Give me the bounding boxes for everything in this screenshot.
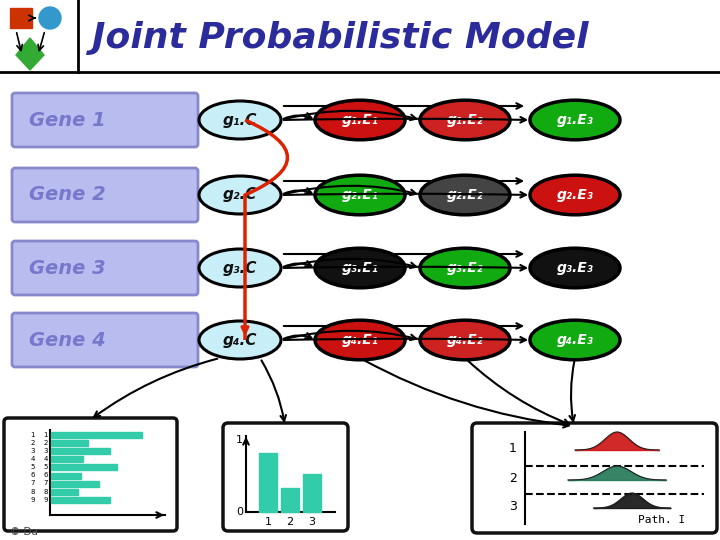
Text: Gene 1: Gene 1 <box>29 111 106 130</box>
Text: 2: 2 <box>31 440 35 446</box>
Text: Gene 3: Gene 3 <box>29 259 106 278</box>
Text: 5: 5 <box>31 464 35 470</box>
Text: 4: 4 <box>44 456 48 462</box>
Ellipse shape <box>315 175 405 215</box>
Text: g₄.E₁: g₄.E₁ <box>341 333 379 347</box>
Text: g₁.E₃: g₁.E₃ <box>557 113 593 127</box>
Text: g₂.E₁: g₂.E₁ <box>341 188 379 202</box>
Bar <box>51 440 89 446</box>
Bar <box>51 472 81 478</box>
Text: g₃.C: g₃.C <box>222 260 257 275</box>
Ellipse shape <box>199 101 281 139</box>
Text: 5: 5 <box>44 464 48 470</box>
Text: g₄.C: g₄.C <box>222 333 257 348</box>
Text: 3: 3 <box>30 448 35 454</box>
FancyBboxPatch shape <box>12 313 198 367</box>
FancyBboxPatch shape <box>12 241 198 295</box>
Text: 3: 3 <box>43 448 48 454</box>
Ellipse shape <box>530 100 620 140</box>
Text: 8: 8 <box>30 489 35 495</box>
Text: © Da: © Da <box>10 527 38 537</box>
Text: g₃.E₂: g₃.E₂ <box>446 261 483 275</box>
Text: g₄.E₃: g₄.E₃ <box>557 333 593 347</box>
Bar <box>10 8 32 28</box>
Text: 1: 1 <box>509 442 517 455</box>
Text: g₂.E₃: g₂.E₃ <box>557 188 593 202</box>
Bar <box>303 474 321 512</box>
Text: g₃.E₃: g₃.E₃ <box>557 261 593 275</box>
Ellipse shape <box>420 248 510 288</box>
Text: g₄.E₂: g₄.E₂ <box>446 333 483 347</box>
Text: Gene 2: Gene 2 <box>29 186 106 205</box>
Text: 7: 7 <box>30 481 35 487</box>
Text: 1: 1 <box>236 435 243 445</box>
Circle shape <box>39 7 61 29</box>
Bar <box>51 464 117 470</box>
Text: g₁.E₂: g₁.E₂ <box>446 113 483 127</box>
Text: 2: 2 <box>44 440 48 446</box>
Ellipse shape <box>420 320 510 360</box>
Text: 0: 0 <box>236 507 243 517</box>
Text: 1: 1 <box>30 432 35 438</box>
Ellipse shape <box>315 100 405 140</box>
Text: 3: 3 <box>308 517 315 527</box>
Text: 9: 9 <box>43 497 48 503</box>
Text: g₂.C: g₂.C <box>222 187 257 202</box>
FancyBboxPatch shape <box>4 418 177 531</box>
Text: 6: 6 <box>43 472 48 478</box>
Bar <box>259 453 277 512</box>
Text: Path. I: Path. I <box>639 515 685 525</box>
Text: g₃.E₁: g₃.E₁ <box>341 261 379 275</box>
Text: Joint Probabilistic Model: Joint Probabilistic Model <box>92 21 588 55</box>
Text: Gene 4: Gene 4 <box>29 330 106 349</box>
Ellipse shape <box>199 176 281 214</box>
FancyBboxPatch shape <box>12 93 198 147</box>
Text: g₂.E₂: g₂.E₂ <box>446 188 483 202</box>
Bar <box>281 488 299 512</box>
FancyBboxPatch shape <box>223 423 348 531</box>
Text: 9: 9 <box>30 497 35 503</box>
FancyBboxPatch shape <box>472 423 717 533</box>
Bar <box>51 481 99 487</box>
Text: 6: 6 <box>30 472 35 478</box>
Ellipse shape <box>530 175 620 215</box>
Ellipse shape <box>315 320 405 360</box>
Polygon shape <box>16 38 44 70</box>
Ellipse shape <box>199 321 281 359</box>
Ellipse shape <box>199 249 281 287</box>
Text: 1: 1 <box>264 517 271 527</box>
Text: g₁.E₁: g₁.E₁ <box>341 113 379 127</box>
Text: g₁.C: g₁.C <box>222 112 257 127</box>
Bar <box>51 456 83 462</box>
Ellipse shape <box>420 100 510 140</box>
Ellipse shape <box>530 248 620 288</box>
Bar <box>51 489 78 495</box>
Ellipse shape <box>530 320 620 360</box>
Text: 8: 8 <box>43 489 48 495</box>
Text: 3: 3 <box>509 500 517 512</box>
Text: 2: 2 <box>287 517 294 527</box>
Ellipse shape <box>420 175 510 215</box>
Text: 4: 4 <box>31 456 35 462</box>
Bar <box>51 497 110 503</box>
Text: 1: 1 <box>43 432 48 438</box>
Text: 7: 7 <box>43 481 48 487</box>
FancyBboxPatch shape <box>12 168 198 222</box>
Ellipse shape <box>315 248 405 288</box>
Text: 2: 2 <box>509 471 517 484</box>
Bar <box>51 432 142 438</box>
Bar <box>51 448 110 454</box>
